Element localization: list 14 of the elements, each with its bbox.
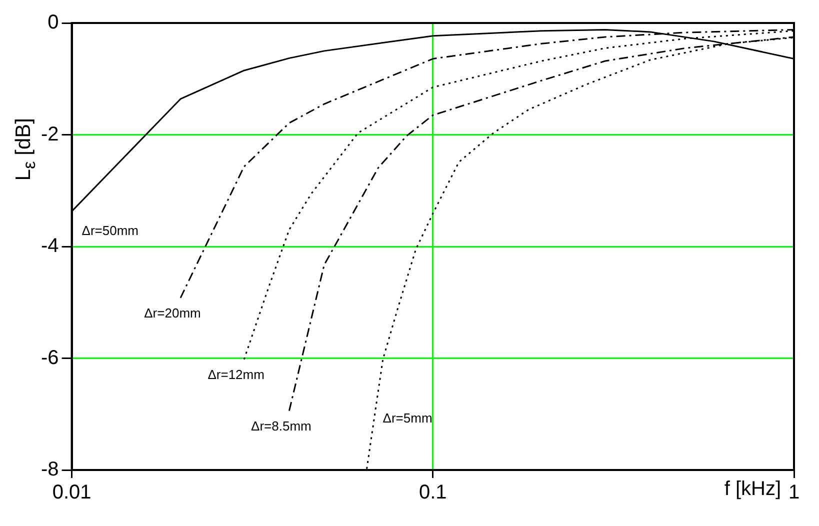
x-tick-label: 1 <box>788 482 800 504</box>
y-tick-label: 0 <box>48 12 59 34</box>
x-axis-title: f [kHz] <box>724 478 781 501</box>
y-tick-label: -4 <box>40 235 59 258</box>
x-tick-label: 0.1 <box>418 482 447 504</box>
series-label: Δr=5mm <box>382 410 432 426</box>
series-label: Δr=8.5mm <box>251 418 312 434</box>
series-label: Δr=20mm <box>144 305 201 320</box>
x-tick-label: 0.01 <box>52 482 92 504</box>
y-tick-label: -6 <box>40 346 59 369</box>
series-label: Δr=50mm <box>82 222 139 238</box>
y-tick-label: -2 <box>40 123 59 146</box>
series-label: Δr=12mm <box>208 366 264 382</box>
y-tick-label: -8 <box>40 458 59 481</box>
